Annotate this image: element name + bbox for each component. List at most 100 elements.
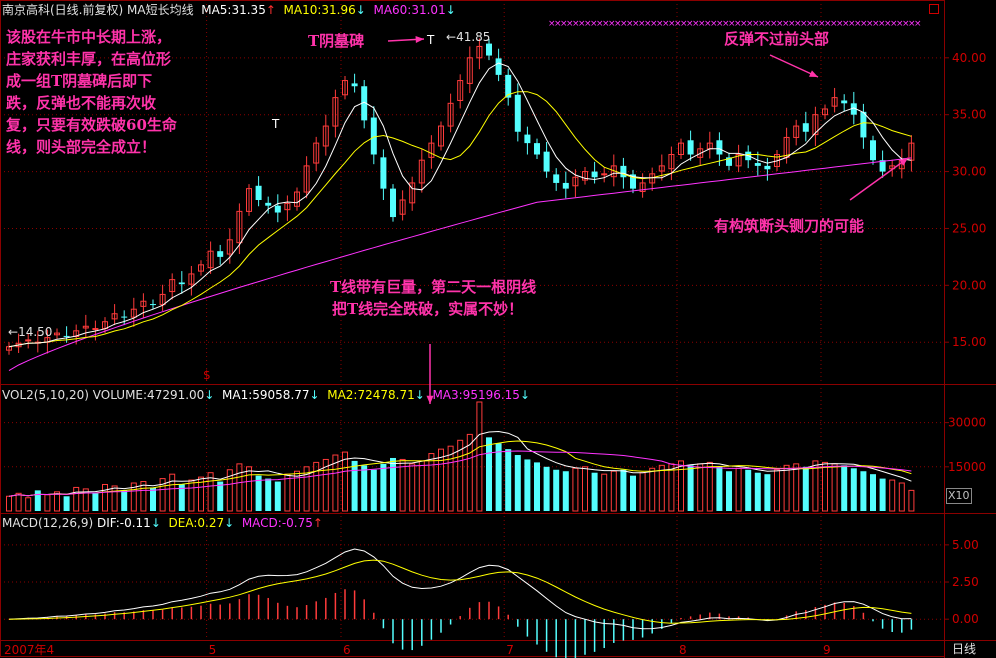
volume-bar bbox=[294, 470, 300, 512]
volume-bar bbox=[150, 487, 156, 511]
volume-bar bbox=[457, 439, 464, 512]
signal-marker: × bbox=[806, 19, 814, 29]
x-tick-label: 5 bbox=[209, 643, 217, 657]
volume-bar bbox=[524, 459, 531, 511]
macd-tick-label: 2.50 bbox=[952, 575, 979, 589]
signal-marker: × bbox=[632, 19, 640, 29]
volume-bar bbox=[159, 478, 166, 512]
candle-body bbox=[322, 125, 329, 147]
candle-body bbox=[418, 159, 425, 184]
volume-bar bbox=[668, 463, 675, 512]
volume-bar bbox=[572, 467, 579, 512]
volume-bar bbox=[92, 493, 99, 511]
volume-bar bbox=[678, 460, 684, 512]
signal-marker: × bbox=[686, 19, 694, 29]
signal-marker: × bbox=[830, 19, 838, 29]
volume-bar bbox=[447, 445, 454, 512]
t-tomb-label: T阴墓碑 bbox=[308, 32, 365, 50]
candle-body bbox=[562, 182, 569, 189]
x-tick-label: 8 bbox=[679, 643, 687, 657]
signal-marker: × bbox=[578, 19, 586, 29]
candle-body bbox=[495, 58, 502, 75]
signal-marker: × bbox=[650, 19, 658, 29]
volume-bar bbox=[169, 473, 176, 512]
signal-marker: × bbox=[764, 19, 772, 29]
candle-body bbox=[6, 346, 12, 351]
volume-bar bbox=[418, 460, 425, 512]
analysis-line: 跌，反弹也不能再次收 bbox=[6, 94, 157, 112]
volume-tick-label: 30000 bbox=[948, 416, 986, 430]
signal-marker: × bbox=[866, 19, 874, 29]
guillotine-arrow bbox=[849, 157, 909, 201]
signal-marker: × bbox=[710, 19, 718, 29]
signal-marker: × bbox=[662, 19, 670, 29]
price-tick-label: 30.00 bbox=[952, 165, 986, 179]
candle-body bbox=[332, 97, 339, 127]
candle-body bbox=[140, 300, 147, 307]
maximize-icon[interactable] bbox=[929, 4, 939, 14]
analysis-line: 复，只要有效跌破60生命 bbox=[6, 116, 177, 134]
price-header: 南京高科(日线.前复权) MA短长均线 MA5:31.35↑ MA10:31.9… bbox=[2, 3, 456, 17]
signal-marker: × bbox=[734, 19, 742, 29]
candle-body bbox=[178, 282, 185, 285]
low-price-mark: ←14.50 bbox=[8, 325, 52, 339]
macd-arrow: ↑ bbox=[312, 516, 323, 530]
signal-marker: × bbox=[554, 19, 562, 29]
volume-bar bbox=[44, 494, 51, 512]
volume-bar bbox=[121, 490, 128, 511]
price-tick-label: 20.00 bbox=[952, 278, 986, 292]
candle-body bbox=[236, 210, 243, 244]
vol-ma2-value: MA2:72478.71 bbox=[327, 388, 415, 402]
candle-body bbox=[313, 142, 320, 164]
candle-body bbox=[447, 102, 454, 127]
candle-body bbox=[687, 140, 694, 155]
candle-body bbox=[159, 293, 166, 306]
volume-bar bbox=[639, 472, 646, 512]
signal-marker: × bbox=[596, 19, 604, 29]
volume-bar bbox=[332, 454, 339, 512]
guillotine-arrow-head bbox=[899, 158, 908, 166]
volume-bar bbox=[649, 467, 656, 512]
candle-body bbox=[25, 339, 32, 342]
candle-body bbox=[793, 125, 800, 138]
signal-marker: × bbox=[638, 19, 646, 29]
volume-tick-label: 15000 bbox=[948, 460, 986, 474]
vol-ma2-arrow: ↓ bbox=[414, 388, 425, 402]
t-mark: T bbox=[272, 117, 280, 131]
volume-value: VOLUME:47291.00 bbox=[92, 388, 205, 402]
ma5-arrow: ↑ bbox=[265, 3, 276, 17]
t-volume-line: 把T线完全跌破，实属不妙！ bbox=[332, 300, 524, 318]
volume-bar bbox=[265, 478, 272, 511]
candle-body bbox=[831, 97, 838, 107]
period-label[interactable]: 日线 bbox=[952, 642, 977, 656]
volume-bar bbox=[802, 466, 809, 511]
volume-bar bbox=[620, 469, 627, 511]
volume-bar bbox=[553, 469, 560, 511]
ma5-value: MA5:31.35 bbox=[201, 3, 266, 17]
volume-bar bbox=[495, 443, 502, 511]
rebound-arrow-head bbox=[809, 70, 818, 77]
stock-title: 南京高科(日线.前复权) bbox=[2, 3, 124, 17]
volume-bar bbox=[476, 401, 483, 512]
volume-bar bbox=[774, 469, 780, 512]
candle-body bbox=[879, 160, 886, 172]
candle-body bbox=[639, 182, 646, 192]
candle-body bbox=[802, 123, 809, 132]
volume-bar bbox=[543, 466, 550, 511]
signal-marker: × bbox=[656, 19, 664, 29]
ma10-arrow: ↓ bbox=[355, 3, 366, 17]
volume-arrow: ↓ bbox=[204, 388, 215, 402]
candle-body bbox=[428, 142, 435, 158]
signal-marker: × bbox=[692, 19, 700, 29]
volume-ma1-line bbox=[8, 430, 912, 497]
candle-body bbox=[658, 165, 665, 172]
volume-bar bbox=[140, 481, 147, 512]
volume-bar bbox=[505, 449, 512, 511]
signal-marker: × bbox=[812, 19, 820, 29]
signal-marker: × bbox=[896, 19, 904, 29]
macd-header: MACD(12,26,9) DIF:-0.11↓ DEA:0.27↓ MACD:… bbox=[2, 516, 323, 530]
signal-marker: × bbox=[776, 19, 784, 29]
volume-bar bbox=[399, 458, 406, 512]
signal-marker: × bbox=[698, 19, 706, 29]
